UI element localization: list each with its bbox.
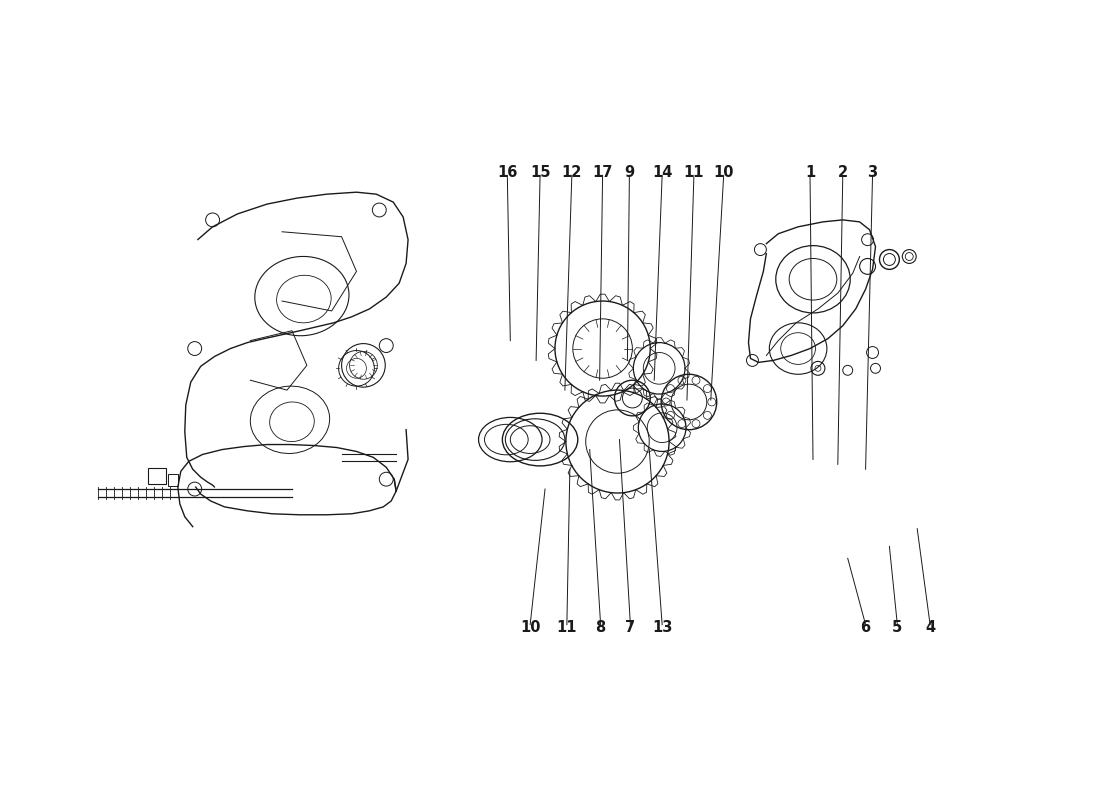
Text: 3: 3 <box>868 166 878 181</box>
Text: 14: 14 <box>652 166 672 181</box>
Text: 9: 9 <box>625 166 635 181</box>
Text: 2: 2 <box>838 166 848 181</box>
Text: 11: 11 <box>684 166 704 181</box>
Text: 10: 10 <box>714 166 734 181</box>
Text: 1: 1 <box>805 166 815 181</box>
Text: 10: 10 <box>520 619 540 634</box>
Text: 13: 13 <box>652 619 672 634</box>
Text: 4: 4 <box>925 619 935 634</box>
Text: 17: 17 <box>593 166 613 181</box>
Text: 7: 7 <box>625 619 636 634</box>
Text: 12: 12 <box>562 166 582 181</box>
Text: 15: 15 <box>530 166 550 181</box>
Bar <box>148 468 166 484</box>
Text: 5: 5 <box>892 619 902 634</box>
Bar <box>168 474 178 486</box>
Text: 6: 6 <box>860 619 871 634</box>
Text: 16: 16 <box>497 166 517 181</box>
Text: 8: 8 <box>595 619 606 634</box>
Text: 11: 11 <box>557 619 578 634</box>
